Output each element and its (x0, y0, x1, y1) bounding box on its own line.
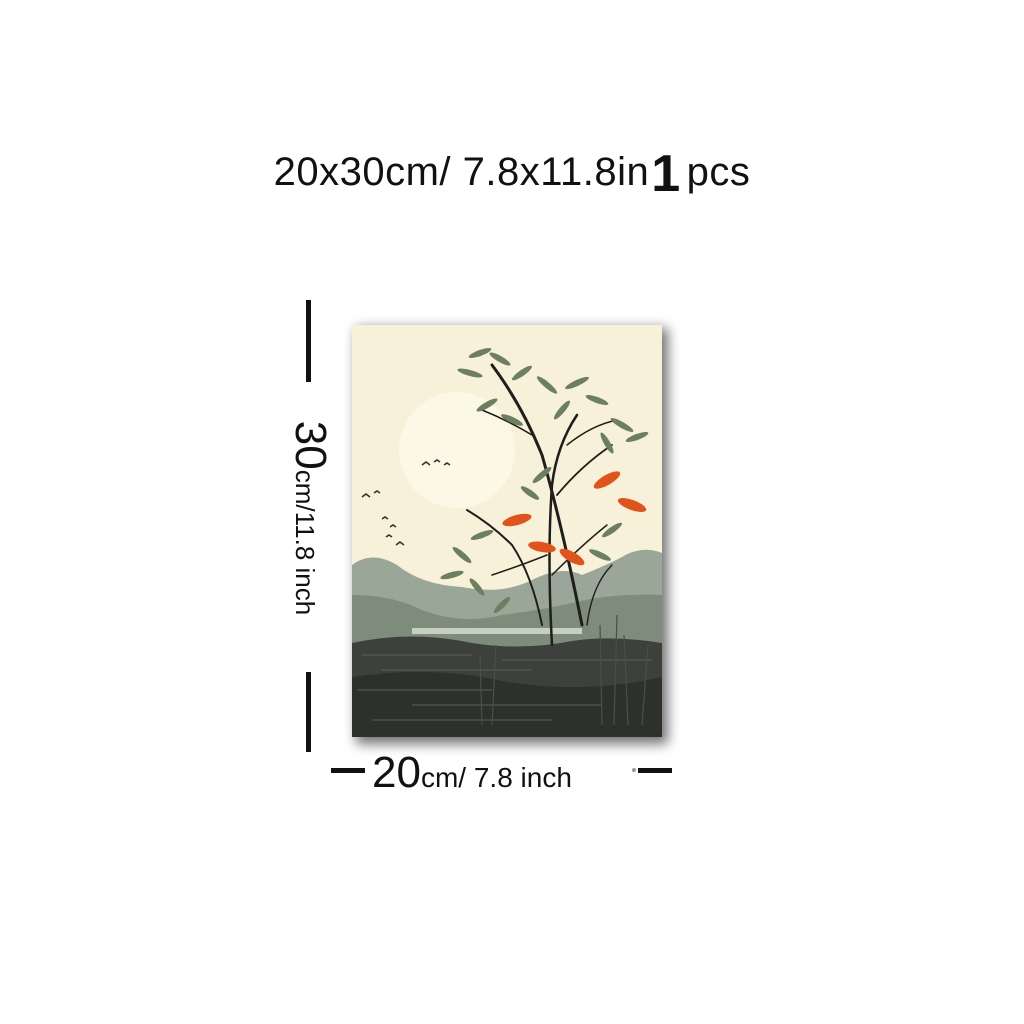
size-headline: 20x30cm/ 7.8x11.8in1 pcs (0, 138, 1024, 203)
small-dot (632, 768, 636, 772)
sun-shape (399, 392, 515, 508)
height-dimension-line-top (306, 300, 311, 382)
foreground-ground (352, 671, 662, 737)
bamboo-landscape-illustration (352, 325, 662, 737)
quantity-number: 1 (651, 145, 681, 203)
water-strip (412, 628, 582, 634)
height-number: 30 (286, 420, 335, 470)
width-dimension-line-right (638, 768, 672, 773)
grass-texture (357, 654, 652, 721)
height-label: 30cm/11.8 inch (285, 421, 335, 615)
width-number: 20 (372, 748, 421, 797)
height-unit-text: cm/11.8 inch (290, 469, 320, 616)
grass-stalks (479, 614, 649, 726)
width-label: 20cm/ 7.8 inch (372, 748, 572, 798)
height-dimension-line-bottom (306, 672, 311, 752)
size-text: 20x30cm/ 7.8x11.8in (273, 150, 650, 194)
artwork-canvas (352, 325, 662, 737)
orange-leaves (502, 471, 647, 566)
bamboo-stems (466, 363, 618, 647)
width-unit-text: cm/ 7.8 inch (420, 762, 572, 793)
width-dimension-line-left (331, 768, 365, 773)
quantity-unit: pcs (686, 150, 751, 194)
bamboo-leaves (440, 348, 649, 614)
birds-group (361, 459, 451, 546)
